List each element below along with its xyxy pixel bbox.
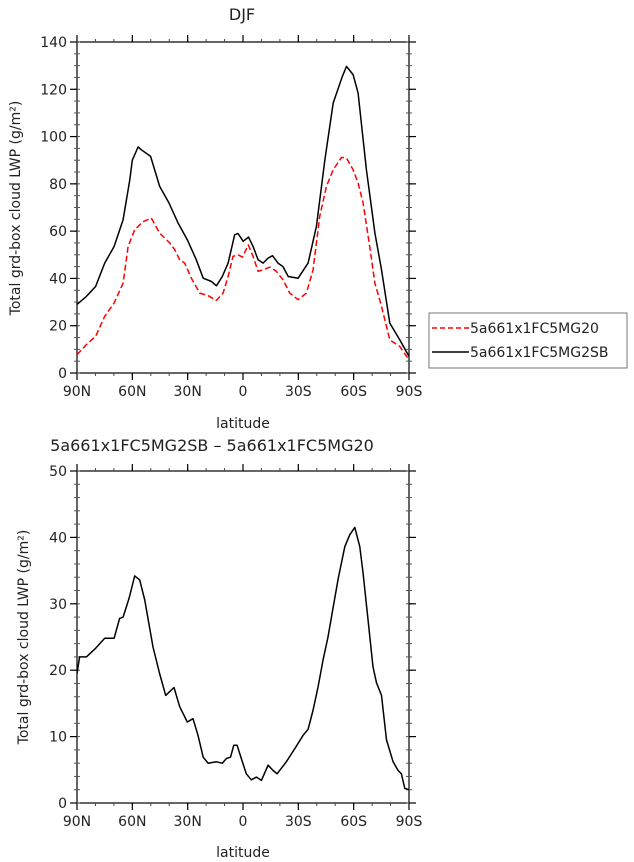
bottom-x-axis-label: latitude	[216, 845, 270, 861]
plot-frame	[76, 41, 410, 374]
y-tick-label: 10	[49, 730, 67, 746]
series-line-difference	[76, 526, 410, 791]
plot-frame	[76, 470, 410, 804]
x-tick-label: 90S	[396, 814, 423, 830]
top-chart-title: DJF	[229, 5, 255, 24]
y-tick-label: 30	[49, 597, 67, 613]
y-tick-label: 120	[40, 82, 67, 98]
x-tick-label: 60S	[340, 814, 367, 830]
x-tick-label: 30S	[285, 814, 312, 830]
x-tick-label: 30N	[174, 814, 202, 830]
y-tick-label: 40	[49, 271, 67, 287]
y-tick-label: 100	[40, 130, 67, 146]
x-tick-label: 30N	[174, 384, 202, 400]
legend: 5a661x1FC5MG20 5a661x1FC5MG2SB	[428, 312, 628, 369]
legend-label-1: 5a661x1FC5MG2SB	[470, 345, 608, 361]
x-tick-label: 90N	[63, 814, 91, 830]
bottom-y-axis-label: Total grd-box cloud LWP (g/m²)	[16, 530, 32, 746]
x-tick-label: 60N	[118, 384, 146, 400]
top-chart: 90N 60N 30N 0 30S 60S 90S 0 20 40 60 80 100 120 140	[40, 35, 422, 400]
x-tick-label: 60S	[340, 384, 367, 400]
bottom-chart: 90N 60N 30N 0 30S 60S 90S 0 10 20 30 40 50	[49, 464, 422, 830]
y-tick-label: 20	[49, 663, 67, 679]
y-tick-label: 40	[49, 530, 67, 546]
series-line-5a661x1fc5mg2sb	[76, 65, 410, 357]
y-tick-label: 20	[49, 319, 67, 335]
y-tick-label: 80	[49, 177, 67, 193]
top-y-axis-label: Total grd-box cloud LWP (g/m²)	[8, 101, 24, 317]
x-tick-label: 30S	[285, 384, 312, 400]
y-tick-label: 0	[58, 796, 67, 812]
bottom-chart-title: 5a661x1FC5MG2SB – 5a661x1FC5MG20	[50, 436, 374, 455]
legend-label-0: 5a661x1FC5MG20	[470, 321, 599, 337]
legend-box	[428, 312, 628, 369]
x-tick-label: 90S	[396, 384, 423, 400]
y-tick-label: 0	[58, 366, 67, 382]
x-tick-label: 60N	[118, 814, 146, 830]
y-tick-label: 140	[40, 35, 67, 51]
x-tick-label: 0	[239, 814, 248, 830]
top-x-axis-label: latitude	[216, 416, 270, 432]
y-tick-label: 60	[49, 224, 67, 240]
y-tick-label: 50	[49, 464, 67, 480]
x-tick-label: 0	[239, 384, 248, 400]
series-line-5a661x1fc5mg20	[76, 156, 410, 361]
x-tick-label: 90N	[63, 384, 91, 400]
